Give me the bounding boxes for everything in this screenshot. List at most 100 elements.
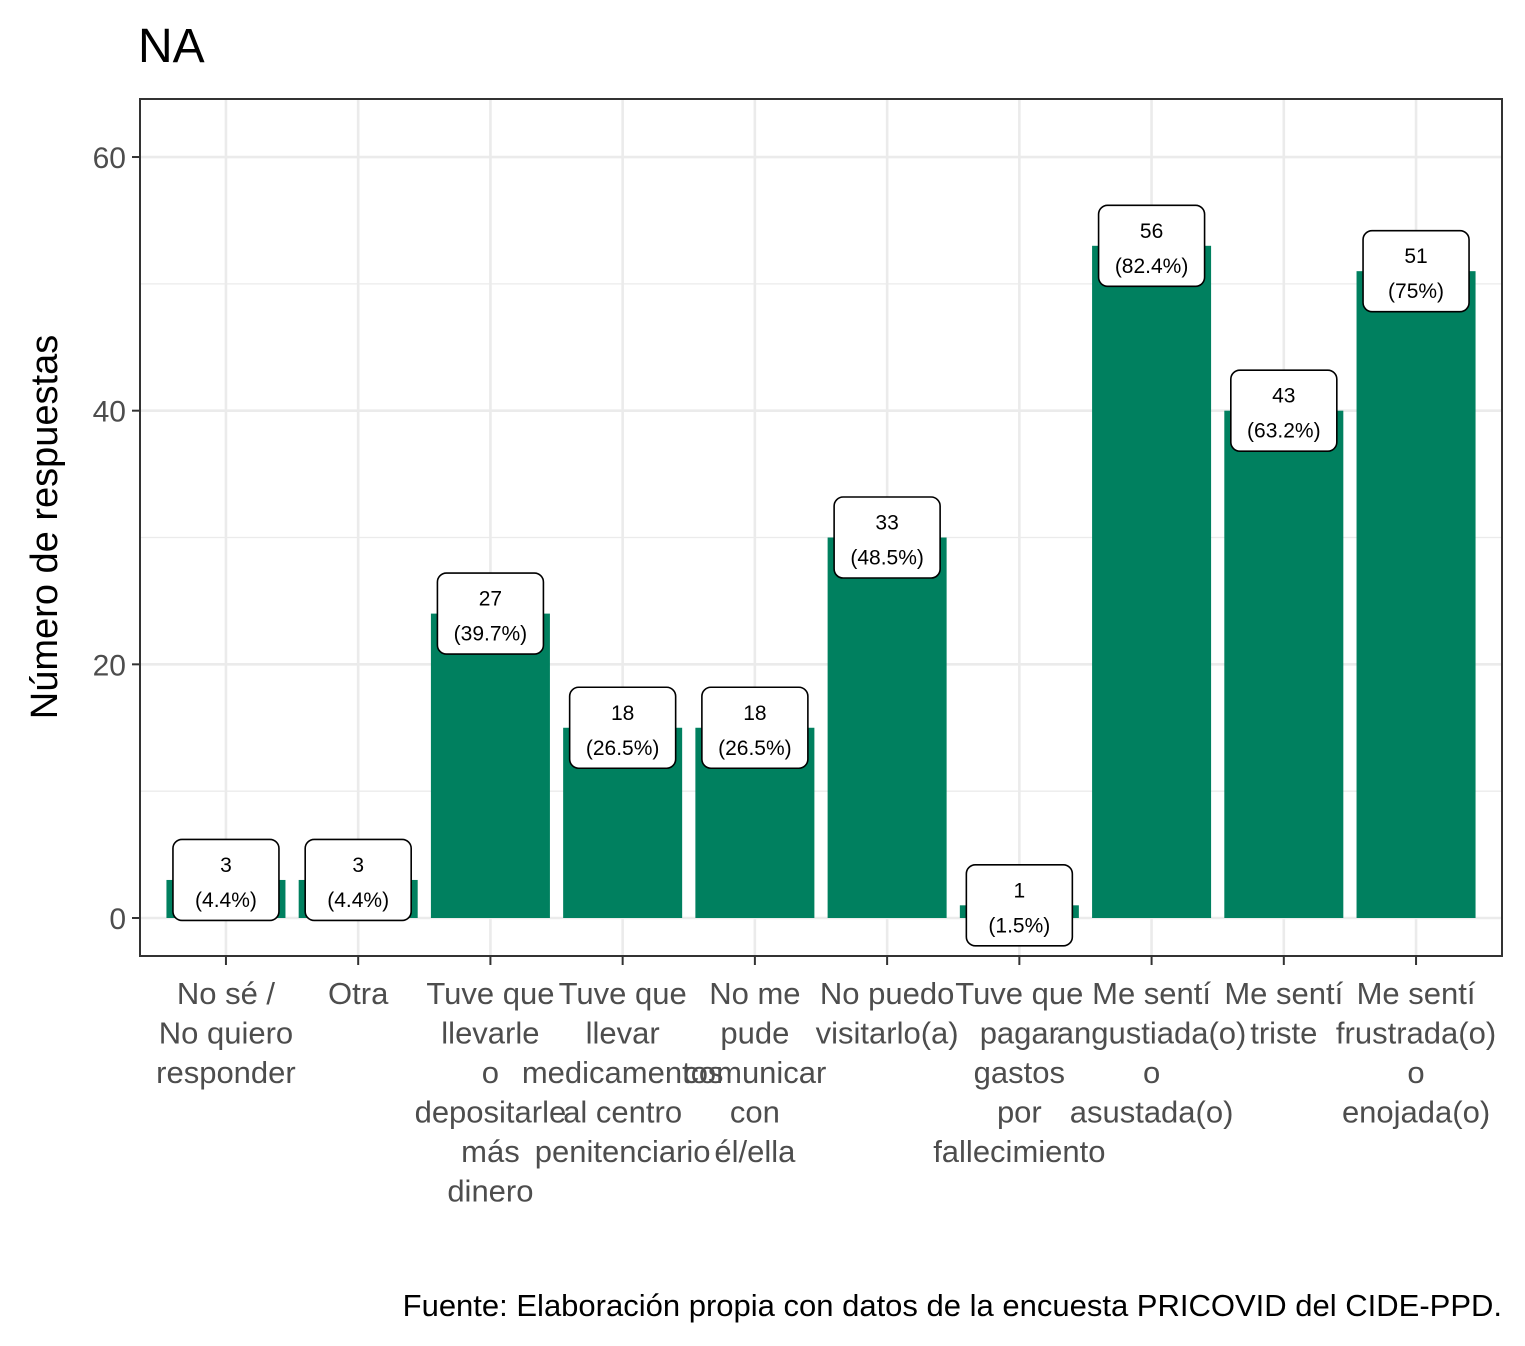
x-tick-label-line: al centro: [563, 1095, 682, 1130]
x-tick-label-line: No sé /: [177, 976, 276, 1011]
data-label-count: 3: [220, 854, 232, 877]
data-label: 33 (48.5%): [833, 496, 941, 579]
data-label-count: 51: [1404, 245, 1427, 268]
x-tick-label: No me pude comunicar con él/ella: [683, 976, 826, 1169]
data-label: 3 (4.4%): [172, 838, 280, 922]
data-label-box: [568, 686, 677, 770]
x-tick-label-line: con: [730, 1095, 780, 1130]
x-tick-label: Tuve que llevarle o depositarle más dinero: [415, 976, 567, 1209]
data-label-count: 33: [875, 512, 898, 535]
y-tick-label: 60: [93, 142, 126, 175]
x-tick-label-line: Me sentí: [1357, 976, 1476, 1011]
x-tick-label-line: Me sentí: [1092, 976, 1211, 1011]
x-tick-label-line: No quiero: [159, 1016, 293, 1051]
x-tick-label-line: Me sentí: [1224, 976, 1343, 1011]
data-label-percent: (75%): [1388, 280, 1444, 303]
x-axis: No sé / No quiero responder Otra Tuve que lle…: [156, 956, 1496, 1209]
x-tick-label-line: Tuve que: [559, 976, 687, 1011]
data-label-box: [304, 838, 412, 922]
x-tick-label-line: más: [461, 1134, 520, 1169]
data-label-count: 1: [1014, 879, 1026, 902]
data-label-percent: (1.5%): [988, 914, 1050, 937]
x-tick-label: No sé / No quiero responder: [156, 976, 296, 1090]
data-label: 51 (75%): [1362, 229, 1470, 313]
x-tick-label-line: frustrada(o): [1336, 1016, 1496, 1051]
x-tick-label-line: llevarle: [441, 1016, 539, 1051]
data-label-percent: (39.7%): [454, 623, 528, 646]
x-tick-label-line: enojada(o): [1342, 1095, 1490, 1130]
data-label-percent: (26.5%): [586, 737, 660, 760]
data-label: 43 (63.2%): [1230, 369, 1338, 452]
x-tick-label-line: angustiada(o): [1057, 1016, 1247, 1051]
x-tick-label-line: No me: [709, 976, 800, 1011]
x-tick-label-line: por: [997, 1095, 1042, 1130]
data-label-box: [1362, 229, 1470, 313]
x-tick-label: Me sentí triste: [1224, 976, 1343, 1051]
data-label-box: [436, 572, 545, 655]
x-tick-label-line: él/ella: [714, 1134, 796, 1169]
y-axis-label: Número de respuestas: [24, 335, 66, 719]
data-label-box: [833, 496, 941, 579]
data-label-box: [965, 864, 1074, 947]
x-tick-label-line: comunicar: [683, 1055, 826, 1090]
x-tick-label: Tuve que llevar medicamentos al centro penit…: [522, 976, 724, 1169]
x-tick-label-line: o: [1143, 1055, 1160, 1090]
x-tick-label: Me sentí angustiada(o) o asustada(o): [1057, 976, 1247, 1130]
data-label-percent: (4.4%): [195, 889, 257, 912]
x-tick-label-line: Tuve que: [426, 976, 554, 1011]
data-label-count: 18: [743, 702, 766, 725]
y-tick-label: 0: [109, 903, 126, 936]
bar: [827, 537, 947, 918]
data-label: 18 (26.5%): [701, 686, 809, 770]
data-label: 18 (26.5%): [568, 686, 677, 770]
y-axis: 0 20 40 60: [93, 142, 140, 936]
data-label: 1 (1.5%): [965, 864, 1074, 947]
x-tick-label-line: gastos: [974, 1055, 1065, 1090]
data-label-percent: (26.5%): [718, 737, 792, 760]
x-tick-label-line: triste: [1250, 1016, 1317, 1051]
data-label: 3 (4.4%): [304, 838, 412, 922]
x-tick-label-line: o: [1407, 1055, 1424, 1090]
bar: [1224, 410, 1344, 918]
data-label-percent: (63.2%): [1247, 420, 1321, 443]
chart-caption: Fuente: Elaboración propia con datos de …: [403, 1288, 1502, 1323]
x-tick-label-line: asustada(o): [1070, 1095, 1234, 1130]
data-label-box: [1230, 369, 1338, 452]
x-tick-label-line: pagar: [980, 1016, 1059, 1051]
x-tick-label-line: visitarlo(a): [816, 1016, 959, 1051]
bar: [430, 613, 550, 918]
x-tick-label-line: penitenciario: [535, 1134, 711, 1169]
data-label-count: 18: [611, 702, 634, 725]
data-label-count: 27: [479, 588, 502, 611]
x-tick-label: Otra: [328, 976, 389, 1011]
x-tick-label-line: pude: [720, 1016, 789, 1051]
x-tick-label: No puedo visitarlo(a): [816, 976, 959, 1051]
data-label-percent: (82.4%): [1115, 255, 1189, 278]
x-tick-label-line: llevar: [586, 1016, 660, 1051]
bar: [1092, 245, 1212, 918]
x-tick-label-line: depositarle: [415, 1095, 567, 1130]
data-label-percent: (48.5%): [850, 547, 924, 570]
data-label-box: [701, 686, 809, 770]
x-tick-label-line: Tuve que: [955, 976, 1083, 1011]
data-label-box: [172, 838, 280, 922]
x-tick-label: Tuve que pagar gastos por fallecimiento: [933, 976, 1105, 1169]
data-labels: 3 (4.4%) 3 (4.4%) 27 (39.7%) 18 (26.5%) 18 (26.5%…: [172, 204, 1470, 947]
data-label-count: 3: [352, 854, 364, 877]
x-tick-label-line: o: [482, 1055, 499, 1090]
data-label-box: [1097, 204, 1206, 288]
x-tick-label-line: medicamentos: [522, 1055, 724, 1090]
data-label: 27 (39.7%): [436, 572, 545, 655]
chart-title: NA: [138, 20, 205, 73]
bar: [1356, 271, 1476, 918]
x-tick-label-line: fallecimiento: [933, 1134, 1105, 1169]
y-tick-label: 40: [93, 396, 126, 429]
x-tick-label-line: responder: [156, 1055, 296, 1090]
x-tick-label-line: dinero: [447, 1174, 533, 1209]
x-tick-label: Me sentí frustrada(o) o enojada(o): [1336, 976, 1496, 1130]
data-label: 56 (82.4%): [1097, 204, 1206, 288]
data-label-count: 56: [1140, 220, 1163, 243]
plot-border: [139, 98, 1503, 957]
data-label-count: 43: [1272, 385, 1295, 408]
